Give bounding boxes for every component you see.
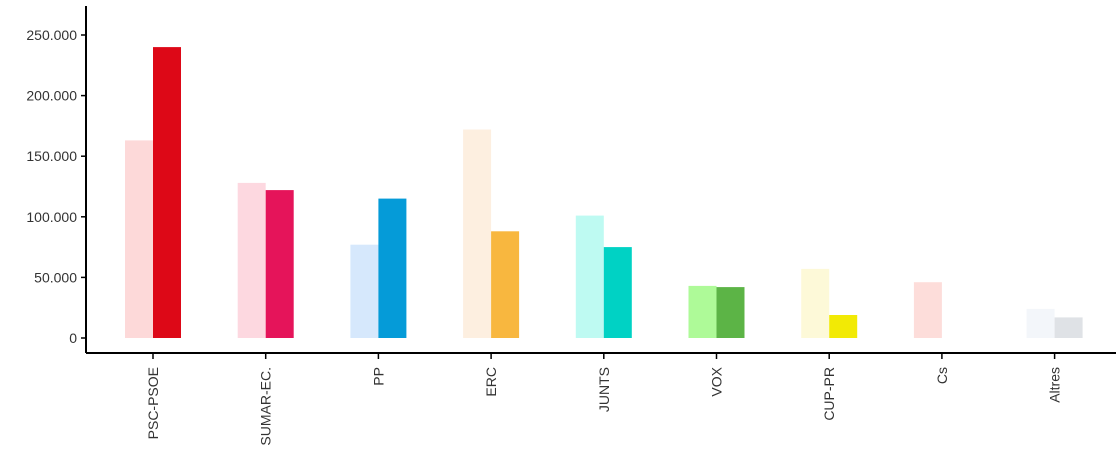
bar-vox-series-1 (688, 285, 717, 338)
bar-cs-series-1 (913, 282, 942, 338)
x-axis-ticks: PSC-PSOE SUMAR-EC. PP ERC JUNTS VOX CUP-PR Cs Al… (145, 353, 1063, 446)
y-tick-label: 0 (69, 330, 77, 346)
bar-pp-series-1 (350, 244, 379, 338)
x-tick-label: VOX (709, 366, 725, 396)
bar-junts-series-2 (603, 247, 632, 338)
bar-pp-series-2 (378, 198, 407, 338)
bar-psc-psoe-series-2 (153, 47, 181, 338)
y-axis-ticks: 0 50.000 100.000 150.000 200.000 250.000 (26, 27, 86, 346)
bar-sumar-ec--series-1 (237, 182, 266, 338)
bar-cup-pr-series-2 (829, 315, 858, 338)
x-tick-label: JUNTS (596, 367, 612, 412)
bar-sumar-ec--series-2 (265, 190, 294, 338)
y-tick-label: 50.000 (34, 269, 77, 285)
y-tick-label: 150.000 (26, 148, 77, 164)
x-tick-label: PP (370, 367, 386, 386)
bar-cup-pr-series-1 (801, 268, 830, 338)
bar-erc-series-1 (463, 129, 492, 338)
bars-group (125, 47, 1083, 338)
y-tick-label: 250.000 (26, 27, 77, 43)
x-tick-label: PSC-PSOE (145, 367, 161, 439)
y-tick-label: 200.000 (26, 88, 77, 104)
bar-altres-series-2 (1054, 317, 1083, 338)
x-tick-label: SUMAR-EC. (258, 367, 274, 446)
x-tick-label: Cs (934, 367, 950, 384)
bar-erc-series-2 (491, 231, 520, 338)
bar-vox-series-2 (716, 287, 745, 338)
x-tick-label: ERC (483, 367, 499, 397)
x-tick-label: CUP-PR (821, 367, 837, 421)
bar-junts-series-1 (575, 215, 604, 338)
bar-altres-series-1 (1026, 308, 1055, 338)
y-tick-label: 100.000 (26, 209, 77, 225)
bar-psc-psoe-series-1 (125, 140, 153, 338)
x-tick-label: Altres (1047, 367, 1063, 403)
